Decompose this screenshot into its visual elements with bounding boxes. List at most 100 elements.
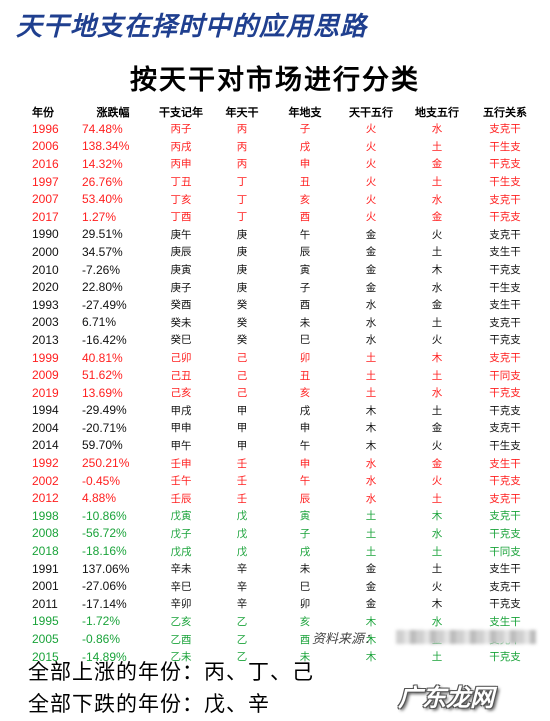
table-row: 2010 -7.26% 庚寅庚寅金木干克支 <box>28 261 540 279</box>
cell-year: 2013 <box>32 332 59 347</box>
cell-dizhi: 戌 <box>299 140 311 153</box>
cell-year: 1995 <box>32 614 59 629</box>
cell-gan-element: 木 <box>365 651 377 664</box>
table-row: 1999 40.81% 己卯己卯土木支克干 <box>28 349 540 367</box>
cell-tiangan: 辛 <box>236 563 248 576</box>
cell-tiangan: 丙 <box>236 158 248 171</box>
cell-year: 2003 <box>32 315 59 330</box>
cell-tiangan: 丙 <box>236 123 248 136</box>
table-row: 2017 1.27% 丁酉丁酉火金干克支 <box>28 208 540 226</box>
cell-gan-element: 水 <box>365 316 377 329</box>
cell-ganzhi: 辛未 <box>170 563 192 576</box>
cell-dizhi: 巳 <box>299 580 311 593</box>
cell-year: 1996 <box>32 121 59 136</box>
cell-year: 2018 <box>32 544 59 559</box>
table-row: 2013 -16.42% 癸巳癸巳水火干克支 <box>28 331 540 349</box>
cell-ganzhi: 甲申 <box>170 422 192 435</box>
cell-dizhi: 丑 <box>299 369 311 382</box>
cell-relation: 支克干 <box>489 580 521 593</box>
cell-zhi-element: 火 <box>431 475 443 488</box>
cell-dizhi: 午 <box>299 439 311 452</box>
cell-year: 1997 <box>32 174 59 189</box>
cell-relation: 支克干 <box>489 352 521 365</box>
cell-dizhi: 酉 <box>299 633 311 646</box>
cell-gan-element: 金 <box>365 228 377 241</box>
cell-year: 2010 <box>32 262 59 277</box>
table-row: 2008 -56.72% 戊子戊子土水干克支 <box>28 525 540 543</box>
cell-relation: 干克支 <box>489 334 521 347</box>
table-row: 2004 -20.71% 甲申甲申木金支克干 <box>28 419 540 437</box>
cell-tiangan: 甲 <box>236 404 248 417</box>
cell-relation: 干克支 <box>489 264 521 277</box>
cell-dizhi: 丑 <box>299 176 311 189</box>
table-row: 2001 -27.06% 辛巳辛巳金火支克干 <box>28 577 540 595</box>
cell-relation: 支生干 <box>489 246 521 259</box>
cell-tiangan: 壬 <box>236 492 248 505</box>
cell-dizhi: 亥 <box>299 615 311 628</box>
cell-gan-element: 木 <box>365 439 377 452</box>
table-row: 2015 -14.89% 乙未乙未木土干克支 <box>28 648 540 666</box>
cell-year: 1990 <box>32 227 59 242</box>
cell-change: -1.72% <box>82 614 121 629</box>
cell-tiangan: 壬 <box>236 475 248 488</box>
cell-zhi-element: 水 <box>431 615 443 628</box>
cell-relation: 干克支 <box>489 387 521 400</box>
cell-ganzhi: 戊子 <box>170 527 192 540</box>
cell-ganzhi: 丁亥 <box>170 193 192 206</box>
cell-change: 137.06% <box>82 561 130 576</box>
table-row: 2018 -18.16% 戊戌戊戌土土干同支 <box>28 542 540 560</box>
cell-ganzhi: 丙子 <box>170 123 192 136</box>
cell-gan-element: 火 <box>365 176 377 189</box>
cell-zhi-element: 火 <box>431 439 443 452</box>
cell-ganzhi: 壬辰 <box>170 492 192 505</box>
cell-ganzhi: 庚寅 <box>170 264 192 277</box>
cell-change: 1.27% <box>82 209 117 224</box>
cell-ganzhi: 丙申 <box>170 158 192 171</box>
cell-dizhi: 寅 <box>299 510 311 523</box>
cell-relation: 支克干 <box>489 193 521 206</box>
cell-dizhi: 辰 <box>299 492 311 505</box>
cell-gan-element: 火 <box>365 123 377 136</box>
cell-zhi-element: 水 <box>431 527 443 540</box>
cell-zhi-element: 木 <box>431 598 443 611</box>
cell-tiangan: 戊 <box>236 527 248 540</box>
cell-dizhi: 未 <box>299 563 311 576</box>
cell-zhi-element: 金 <box>431 158 443 171</box>
cell-zhi-element: 水 <box>431 387 443 400</box>
cell-tiangan: 庚 <box>236 281 248 294</box>
cell-relation: 干克支 <box>489 211 521 224</box>
cell-gan-element: 火 <box>365 158 377 171</box>
cell-gan-element: 土 <box>365 387 377 400</box>
cell-ganzhi: 癸未 <box>170 316 192 329</box>
cell-zhi-element: 水 <box>431 123 443 136</box>
cell-year: 1998 <box>32 508 59 523</box>
cell-tiangan: 甲 <box>236 422 248 435</box>
cell-tiangan: 己 <box>236 352 248 365</box>
cell-dizhi: 申 <box>299 422 311 435</box>
cell-gan-element: 火 <box>365 211 377 224</box>
table-row: 1993 -27.49% 癸酉癸酉水金支生干 <box>28 296 540 314</box>
table-body: 1996 74.48% 丙子丙子火水支克干 2006 138.34% 丙戌丙戌火土干生支 2… <box>28 120 540 665</box>
cell-ganzhi: 辛卯 <box>170 598 192 611</box>
cell-year: 1994 <box>32 403 59 418</box>
cell-ganzhi: 乙未 <box>170 651 192 664</box>
table-row: 1990 29.51% 庚午庚午金火支克干 <box>28 226 540 244</box>
cell-zhi-element: 火 <box>431 580 443 593</box>
ganzhi-market-table: 年份 涨跌幅 干支记年 年天干 年地支 天干五行 地支五行 五行关系 1996 74.48% 丙子… <box>28 104 540 665</box>
table-header: 年份 涨跌幅 干支记年 年天干 年地支 天干五行 地支五行 五行关系 <box>28 104 540 120</box>
watermark-logo: 广东龙网 <box>398 680 548 716</box>
cell-dizhi: 卯 <box>299 598 311 611</box>
cell-ganzhi: 癸酉 <box>170 299 192 312</box>
cell-year: 2020 <box>32 280 59 295</box>
cell-change: -0.45% <box>82 473 121 488</box>
cell-tiangan: 戊 <box>236 510 248 523</box>
cell-zhi-element: 土 <box>431 316 443 329</box>
table-row: 1997 26.76% 丁丑丁丑火土干生支 <box>28 173 540 191</box>
cell-gan-element: 土 <box>365 369 377 382</box>
cell-change: 14.32% <box>82 156 123 171</box>
table-row: 2000 34.57% 庚辰庚辰金土支生干 <box>28 243 540 261</box>
cell-gan-element: 土 <box>365 545 377 558</box>
cell-zhi-element: 木 <box>431 264 443 277</box>
cell-tiangan: 丁 <box>236 193 248 206</box>
cell-relation: 支克干 <box>489 123 521 136</box>
